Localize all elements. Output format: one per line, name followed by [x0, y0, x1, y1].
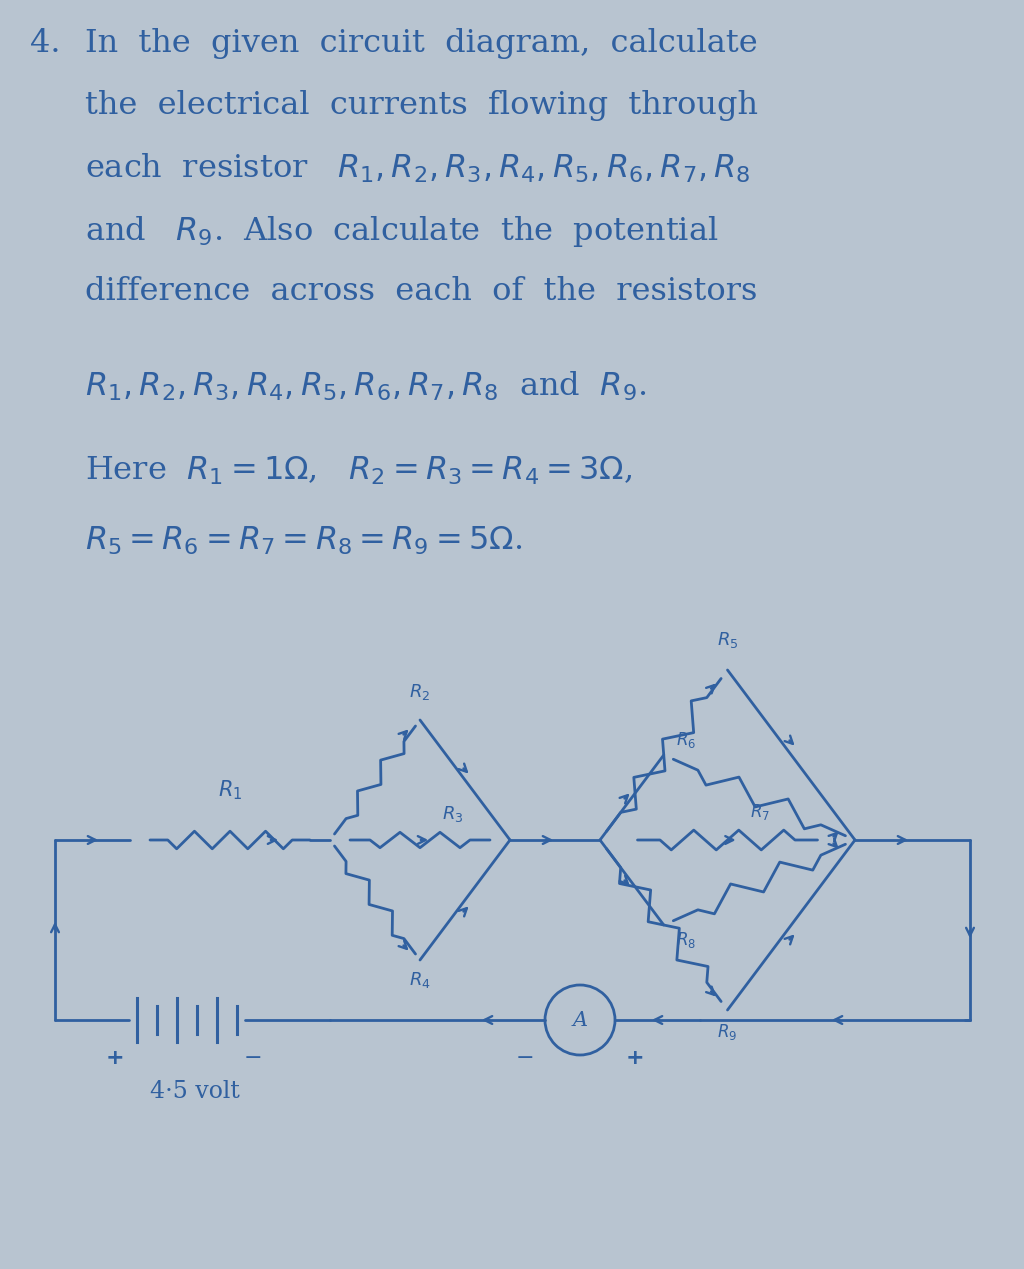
Text: and   $R_9$.  Also  calculate  the  potential: and $R_9$. Also calculate the potential [85, 214, 719, 249]
Text: $R_3$: $R_3$ [442, 805, 464, 824]
Text: −: − [244, 1048, 262, 1068]
Text: $R_6$: $R_6$ [676, 730, 696, 750]
Text: $R_9$: $R_9$ [718, 1022, 737, 1042]
Text: the  electrical  currents  flowing  through: the electrical currents flowing through [85, 90, 758, 121]
Text: $R_1, R_2, R_3, R_4, R_5, R_6, R_7, R_8$  and  $R_9$.: $R_1, R_2, R_3, R_4, R_5, R_6, R_7, R_8$… [85, 371, 646, 404]
Text: −: − [516, 1048, 535, 1068]
Text: In  the  given  circuit  diagram,  calculate: In the given circuit diagram, calculate [85, 28, 758, 58]
Text: +: + [626, 1048, 644, 1068]
Text: $R_4$: $R_4$ [410, 970, 431, 990]
Text: $R_8$: $R_8$ [676, 930, 695, 950]
Text: 4.: 4. [30, 28, 60, 58]
Text: each  resistor   $R_1, R_2, R_3, R_4, R_5, R_6, R_7, R_8$: each resistor $R_1, R_2, R_3, R_4, R_5, … [85, 152, 751, 185]
Text: 4·5 volt: 4·5 volt [151, 1080, 240, 1103]
Text: A: A [572, 1010, 588, 1029]
Text: Here  $R_1 = 1\Omega$,   $R_2 = R_3 = R_4 = 3\Omega$,: Here $R_1 = 1\Omega$, $R_2 = R_3 = R_4 =… [85, 456, 633, 487]
Text: $R_7$: $R_7$ [750, 802, 770, 822]
Text: $R_1$: $R_1$ [218, 778, 243, 802]
Text: $R_2$: $R_2$ [410, 681, 431, 702]
Text: $R_5$: $R_5$ [717, 629, 738, 650]
Text: +: + [105, 1048, 124, 1068]
Text: difference  across  each  of  the  resistors: difference across each of the resistors [85, 275, 758, 307]
Text: $R_5 = R_6 = R_7 = R_8 = R_9 = 5\Omega$.: $R_5 = R_6 = R_7 = R_8 = R_9 = 5\Omega$. [85, 525, 522, 557]
